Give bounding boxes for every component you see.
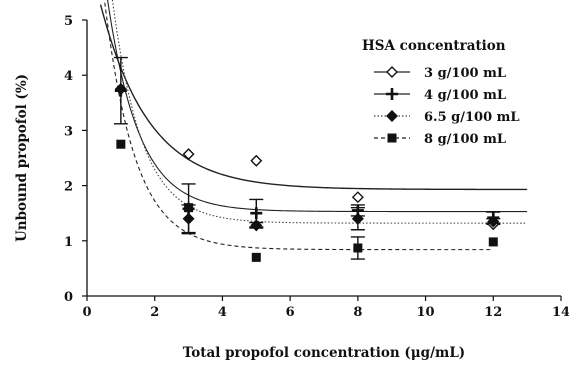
data-point [351, 212, 364, 225]
data-point [487, 215, 500, 228]
data-points [114, 83, 500, 262]
legend: HSA concentration 3 g/100 mL 4 g/100 mL 6.… [362, 38, 520, 147]
x-tick-label: 10 [417, 305, 435, 320]
legend-label: 4 g/100 mL [424, 88, 506, 103]
data-point [351, 191, 364, 204]
y-tick-group: 0 1 2 3 4 5 [64, 14, 87, 305]
legend-marker [386, 88, 398, 100]
legend-marker [387, 133, 397, 143]
axes-frame [86, 20, 561, 297]
x-tick-label: 14 [552, 305, 569, 320]
y-tick-label: 2 [64, 180, 73, 195]
data-point [114, 83, 127, 95]
data-point [250, 219, 263, 232]
legend-label: 8 g/100 mL [424, 132, 506, 147]
legend-label: 6.5 g/100 mL [424, 110, 520, 125]
data-point [488, 237, 498, 247]
fit-curve [111, 0, 528, 224]
y-tick-label: 0 [64, 290, 73, 305]
legend-title: HSA concentration [362, 38, 506, 54]
x-tick-label: 4 [218, 305, 227, 320]
data-point [251, 252, 261, 262]
x-tick-label: 2 [150, 305, 159, 320]
fit-curve [107, 0, 528, 213]
x-tick-label: 12 [484, 305, 502, 320]
legend-marker [386, 66, 398, 78]
data-point [250, 207, 263, 220]
x-tick-group: 0 2 4 6 8 10 12 14 [82, 296, 569, 320]
data-point [250, 154, 263, 167]
y-tick-label: 5 [64, 14, 73, 29]
x-tick-label: 6 [286, 305, 295, 320]
y-tick-label: 3 [64, 124, 73, 139]
legend-items: 3 g/100 mL 4 g/100 mL 6.5 g/100 mL 8 g/100 … [374, 66, 520, 147]
fit-curve [99, 4, 528, 191]
y-axis-title: Unbound propofol (%) [14, 74, 30, 242]
legend-label: 3 g/100 mL [424, 66, 506, 81]
y-tick-label: 1 [64, 235, 73, 250]
legend-marker [386, 110, 398, 122]
data-point [182, 148, 195, 161]
fit-curves [99, 0, 528, 251]
x-axis-title: Total propofol concentration (μg/mL) [183, 345, 465, 361]
data-point [182, 212, 195, 225]
data-point [116, 139, 126, 149]
fit-curve [103, 0, 494, 251]
x-tick-label: 0 [82, 305, 91, 320]
data-point [353, 243, 363, 253]
data-point [184, 203, 194, 213]
y-tick-label: 4 [64, 69, 73, 84]
x-tick-label: 8 [353, 305, 362, 320]
